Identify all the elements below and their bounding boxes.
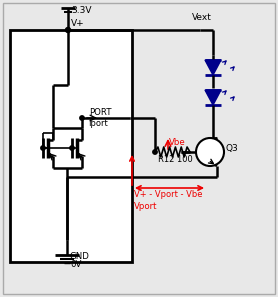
- Text: 3.3V: 3.3V: [71, 6, 91, 15]
- Text: GND: GND: [70, 252, 90, 261]
- Polygon shape: [205, 60, 221, 75]
- Text: Vport: Vport: [134, 202, 158, 211]
- Circle shape: [66, 28, 71, 32]
- Circle shape: [153, 150, 157, 154]
- Circle shape: [196, 138, 224, 166]
- Text: V+: V+: [71, 19, 85, 28]
- Bar: [10, 30, 132, 262]
- Circle shape: [41, 146, 45, 150]
- Text: 0V: 0V: [70, 260, 81, 269]
- Text: Vext: Vext: [192, 13, 212, 22]
- Text: Q3: Q3: [226, 143, 239, 152]
- Circle shape: [80, 116, 84, 120]
- Text: R12 100: R12 100: [158, 155, 193, 164]
- Circle shape: [70, 146, 74, 150]
- Text: V+ - Vport - Vbe: V+ - Vport - Vbe: [134, 190, 202, 199]
- Text: PORT: PORT: [90, 108, 112, 117]
- Polygon shape: [205, 90, 221, 105]
- Text: Iport: Iport: [88, 119, 108, 128]
- Text: Vbe: Vbe: [169, 138, 186, 147]
